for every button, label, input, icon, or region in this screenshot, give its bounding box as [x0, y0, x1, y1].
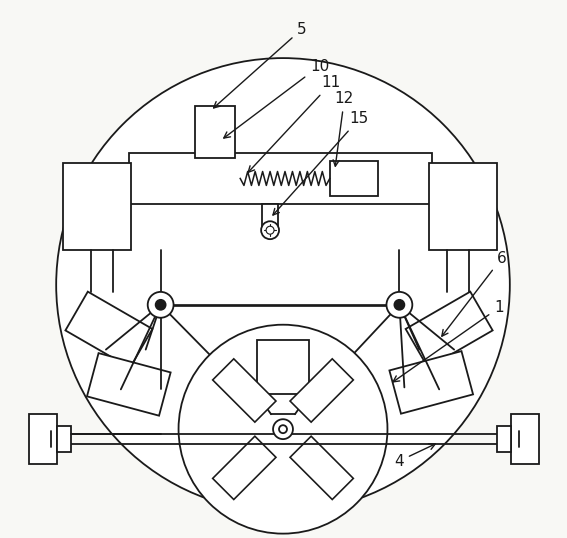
- Text: 1: 1: [393, 300, 503, 382]
- Bar: [129, 153, 432, 204]
- Circle shape: [395, 300, 404, 310]
- Circle shape: [266, 226, 274, 234]
- Bar: [57, 426, 71, 452]
- Circle shape: [148, 292, 174, 318]
- Text: 12: 12: [333, 91, 354, 166]
- Circle shape: [156, 300, 166, 310]
- Bar: [429, 162, 497, 250]
- Circle shape: [273, 419, 293, 439]
- Bar: [196, 106, 235, 158]
- Circle shape: [387, 292, 412, 318]
- Bar: [511, 414, 539, 464]
- Text: 15: 15: [273, 111, 369, 215]
- Text: 4: 4: [395, 444, 435, 469]
- Text: 10: 10: [224, 59, 329, 138]
- Bar: [497, 426, 511, 452]
- Polygon shape: [213, 436, 276, 499]
- Polygon shape: [290, 359, 353, 422]
- Polygon shape: [290, 436, 353, 499]
- Bar: [257, 339, 309, 394]
- Polygon shape: [65, 292, 153, 368]
- Bar: [63, 162, 131, 250]
- Text: 5: 5: [214, 22, 307, 108]
- Polygon shape: [213, 359, 276, 422]
- Circle shape: [279, 425, 287, 433]
- Circle shape: [179, 325, 387, 534]
- Text: 11: 11: [248, 75, 341, 172]
- Text: 6: 6: [442, 251, 507, 336]
- Circle shape: [261, 221, 279, 239]
- Bar: [29, 414, 57, 464]
- Polygon shape: [405, 292, 493, 368]
- Circle shape: [56, 58, 510, 512]
- Bar: [330, 160, 378, 196]
- Polygon shape: [390, 351, 473, 414]
- Polygon shape: [87, 353, 171, 416]
- Bar: [262, 204, 278, 226]
